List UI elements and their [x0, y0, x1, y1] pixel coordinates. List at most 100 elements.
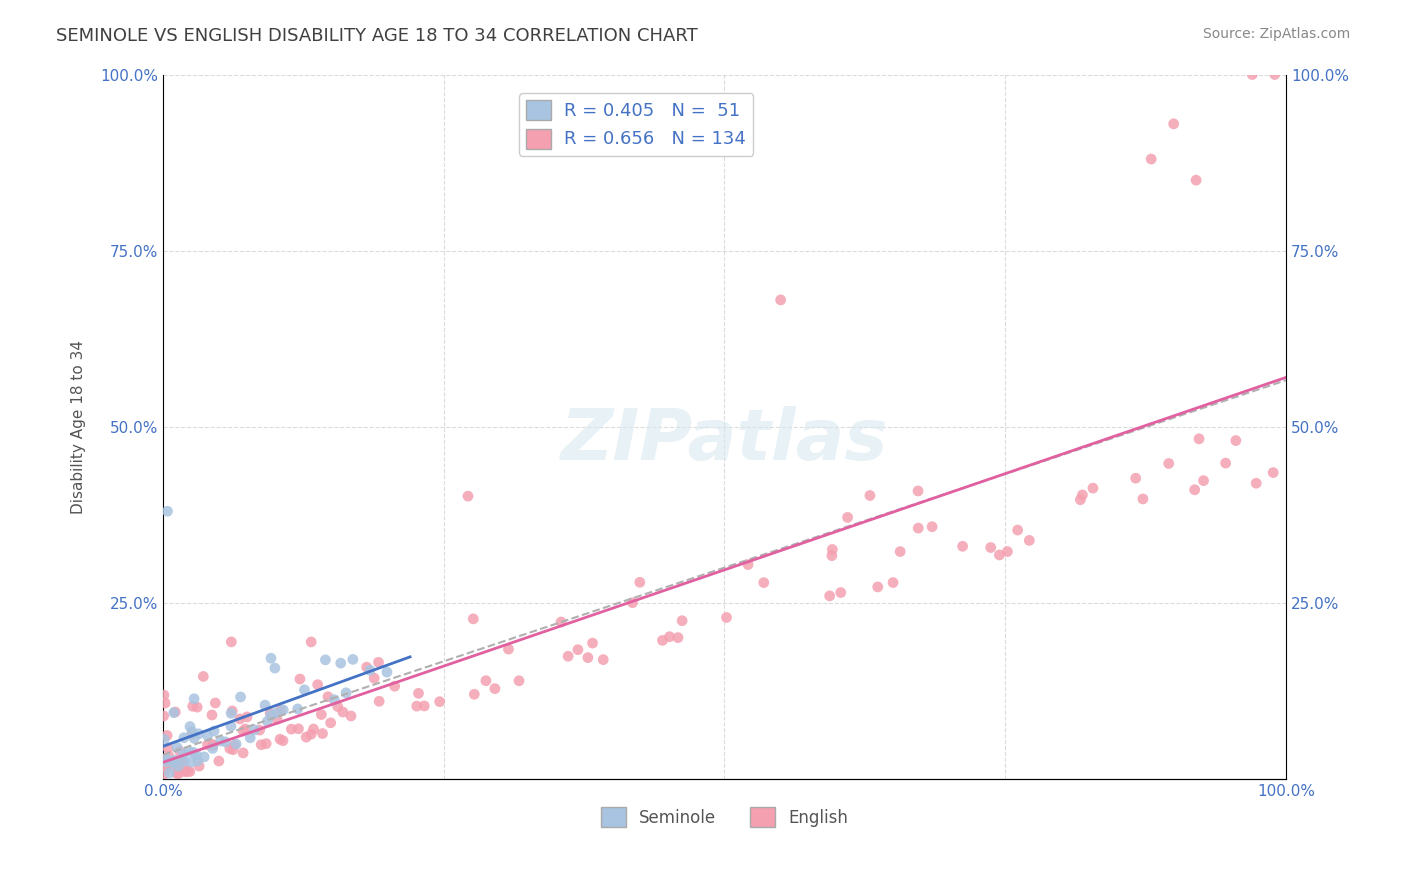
English [197, 738, 219, 752]
Seminole [181, 745, 204, 759]
English [1184, 483, 1206, 497]
Seminole [163, 706, 186, 720]
English [221, 704, 243, 718]
English [463, 687, 485, 701]
Seminole [183, 691, 205, 706]
English [280, 722, 302, 736]
English [307, 678, 329, 692]
English [232, 724, 254, 739]
English [818, 589, 841, 603]
Seminole [162, 756, 184, 770]
Seminole [314, 653, 336, 667]
English [157, 749, 180, 764]
Seminole [197, 729, 219, 743]
English [1071, 488, 1094, 502]
English [218, 741, 240, 756]
Seminole [187, 727, 209, 741]
Seminole [229, 690, 252, 704]
Seminole [172, 747, 194, 761]
Seminole [193, 750, 215, 764]
Text: SEMINOLE VS ENGLISH DISABILITY AGE 18 TO 34 CORRELATION CHART: SEMINOLE VS ENGLISH DISABILITY AGE 18 TO… [56, 27, 697, 45]
English [1263, 466, 1285, 480]
English [621, 596, 644, 610]
Seminole [263, 661, 285, 675]
English [666, 631, 689, 645]
Seminole [239, 731, 262, 745]
English [176, 764, 198, 778]
English [188, 759, 211, 773]
English [193, 669, 215, 683]
Seminole [271, 703, 294, 717]
English [882, 575, 904, 590]
Seminole [155, 755, 177, 769]
English [980, 541, 1002, 555]
English [236, 710, 259, 724]
Seminole [266, 706, 288, 720]
Seminole [156, 504, 179, 518]
English [299, 635, 322, 649]
Seminole [219, 719, 242, 733]
Seminole [225, 737, 247, 751]
English [270, 703, 292, 717]
Seminole [167, 759, 190, 773]
Seminole [180, 755, 202, 769]
English [167, 763, 190, 777]
Text: ZIPatlas: ZIPatlas [561, 407, 889, 475]
Seminole [183, 731, 205, 746]
English [1132, 491, 1154, 506]
English [169, 744, 191, 758]
Seminole [177, 744, 200, 758]
English [429, 695, 451, 709]
English [169, 755, 191, 769]
Seminole [181, 724, 204, 739]
Text: Source: ZipAtlas.com: Source: ZipAtlas.com [1202, 27, 1350, 41]
English [1140, 152, 1163, 166]
English [1215, 456, 1237, 470]
English [1188, 432, 1211, 446]
English [1125, 471, 1147, 485]
English [997, 544, 1019, 558]
Seminole [157, 765, 180, 780]
English [180, 727, 202, 741]
English [567, 642, 589, 657]
English [363, 671, 385, 685]
English [1241, 68, 1264, 82]
Seminole [163, 753, 186, 767]
English [153, 696, 176, 710]
English [921, 519, 943, 533]
English [152, 709, 174, 723]
Seminole [253, 698, 276, 712]
English [332, 705, 354, 719]
English [1192, 474, 1215, 488]
English [208, 754, 231, 768]
English [628, 575, 651, 590]
Seminole [375, 665, 398, 679]
English [384, 679, 406, 693]
English [287, 722, 309, 736]
English [224, 738, 246, 752]
Seminole [173, 731, 195, 745]
English [232, 746, 254, 760]
English [266, 712, 288, 726]
Seminole [342, 652, 364, 666]
English [821, 542, 844, 557]
English [1157, 457, 1180, 471]
Seminole [209, 734, 232, 748]
English [1081, 481, 1104, 495]
English [368, 694, 391, 708]
English [769, 293, 792, 307]
English [165, 765, 187, 780]
English [299, 727, 322, 741]
English [165, 757, 187, 772]
English [737, 558, 759, 572]
English [155, 759, 177, 773]
English [201, 708, 224, 723]
Seminole [260, 708, 283, 723]
English [311, 707, 333, 722]
English [859, 488, 882, 502]
English [557, 649, 579, 664]
Seminole [243, 723, 266, 737]
English [152, 767, 174, 781]
English [156, 728, 179, 742]
English [592, 653, 614, 667]
